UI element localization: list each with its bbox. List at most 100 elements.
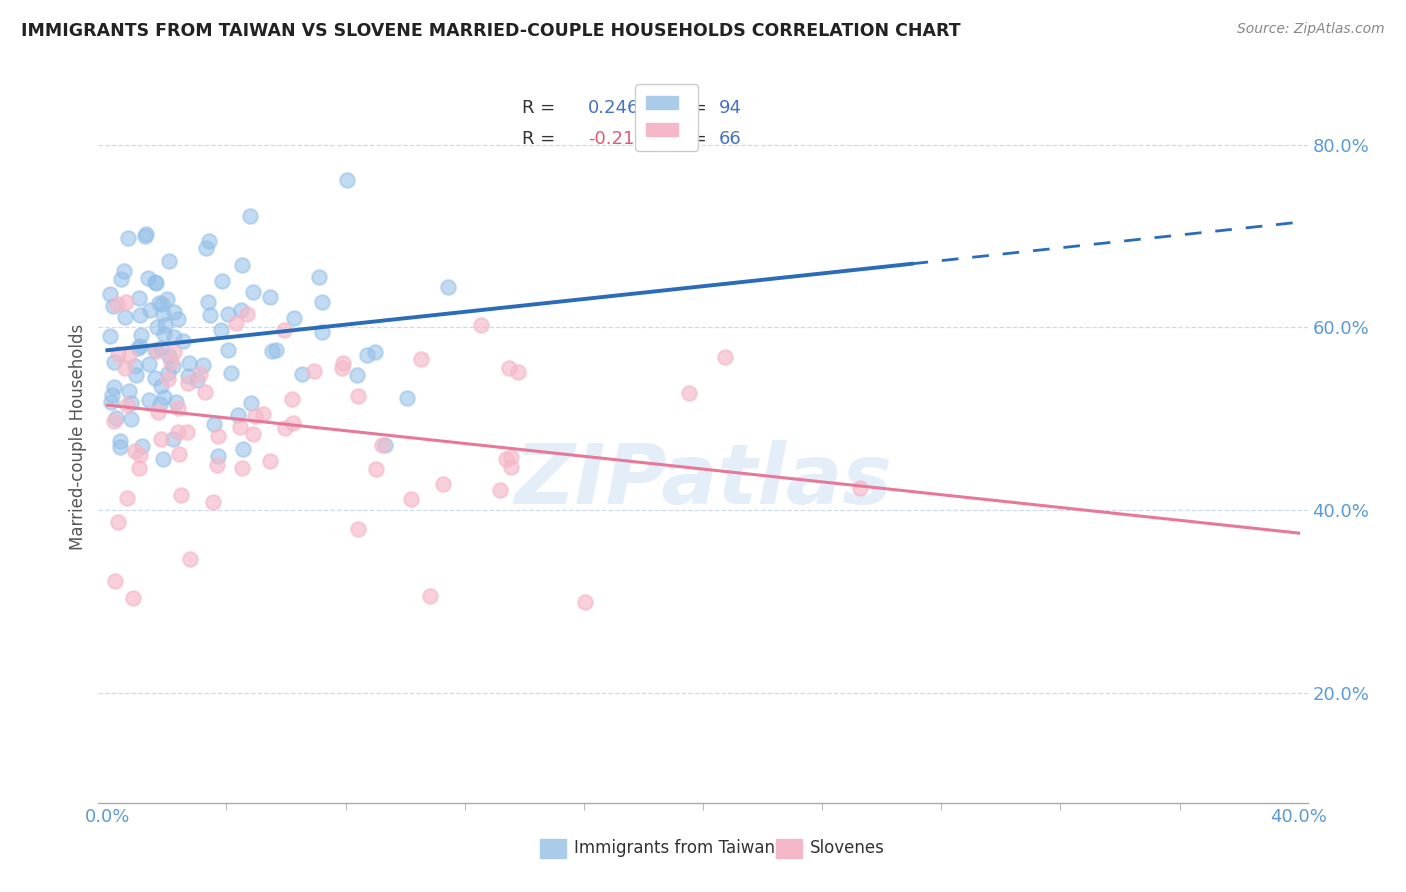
Point (195, 241, 218, 255)
Point (159, 355, 181, 369)
Point (273, 323, 295, 337)
Point (506, 365, 529, 379)
Point (229, 302, 252, 317)
Point (242, 427, 264, 442)
Point (260, 343, 283, 358)
Point (211, 274, 233, 288)
Text: R =: R = (522, 99, 561, 117)
Text: Immigrants from Taiwan: Immigrants from Taiwan (574, 839, 775, 857)
Point (118, 384, 141, 398)
Point (114, 361, 136, 376)
Point (238, 209, 260, 223)
Point (188, 367, 211, 381)
Point (155, 318, 177, 332)
Point (117, 491, 139, 505)
Point (136, 271, 159, 285)
Point (240, 396, 263, 410)
Text: R =: R = (522, 130, 561, 148)
Point (217, 343, 239, 357)
Point (179, 356, 201, 370)
FancyBboxPatch shape (776, 838, 803, 858)
Point (139, 303, 162, 318)
Point (134, 229, 156, 244)
Point (103, 299, 125, 313)
Point (107, 346, 129, 360)
Text: ZIPatlas: ZIPatlas (515, 441, 891, 522)
Point (152, 327, 174, 342)
Point (274, 421, 297, 435)
Point (226, 408, 249, 422)
Point (125, 368, 148, 382)
Point (489, 483, 512, 497)
Point (138, 392, 160, 407)
Point (163, 344, 186, 359)
Point (105, 296, 128, 310)
Point (574, 595, 596, 609)
Point (156, 292, 179, 306)
Point (209, 323, 232, 337)
Point (335, 173, 357, 187)
Text: Slovenes: Slovenes (810, 839, 884, 857)
Point (281, 417, 304, 431)
Point (217, 307, 239, 321)
Point (283, 310, 305, 325)
Point (191, 358, 214, 372)
Point (264, 343, 287, 357)
Point (98, 329, 121, 343)
Point (308, 270, 330, 285)
Point (152, 307, 174, 321)
Point (167, 447, 190, 461)
Text: N =: N = (661, 99, 713, 117)
Point (167, 311, 190, 326)
Point (143, 371, 166, 385)
Point (114, 310, 136, 324)
Point (225, 316, 247, 330)
Text: 66: 66 (718, 130, 741, 148)
Point (138, 357, 160, 371)
Point (347, 522, 370, 536)
Point (395, 391, 418, 405)
Point (207, 428, 229, 442)
Point (495, 451, 517, 466)
Point (194, 385, 217, 400)
Point (162, 359, 184, 374)
Point (252, 407, 274, 421)
Point (107, 515, 129, 529)
Point (221, 367, 243, 381)
Point (179, 552, 201, 566)
Point (176, 425, 198, 439)
Point (302, 364, 325, 378)
Point (110, 272, 132, 286)
Point (163, 330, 186, 344)
Point (127, 341, 149, 355)
Point (112, 264, 135, 278)
Point (713, 350, 735, 364)
Point (259, 289, 281, 303)
Point (371, 438, 394, 452)
Text: 0.246: 0.246 (588, 99, 640, 117)
Point (128, 291, 150, 305)
Point (167, 401, 190, 415)
Point (198, 235, 221, 249)
Point (165, 395, 187, 409)
Point (124, 443, 146, 458)
Point (437, 280, 460, 294)
Point (101, 388, 124, 402)
Point (98, 287, 121, 301)
Point (411, 351, 433, 366)
Point (115, 398, 138, 412)
Point (159, 349, 181, 363)
Point (167, 425, 190, 439)
Point (129, 327, 152, 342)
Point (120, 412, 142, 426)
Point (259, 454, 281, 468)
Point (156, 366, 179, 380)
Point (135, 227, 157, 242)
Point (202, 417, 225, 432)
Point (120, 396, 142, 410)
Point (105, 411, 128, 425)
Y-axis label: Married-couple Households: Married-couple Households (69, 324, 87, 550)
Point (236, 307, 259, 321)
Point (157, 372, 180, 386)
FancyBboxPatch shape (540, 838, 567, 858)
